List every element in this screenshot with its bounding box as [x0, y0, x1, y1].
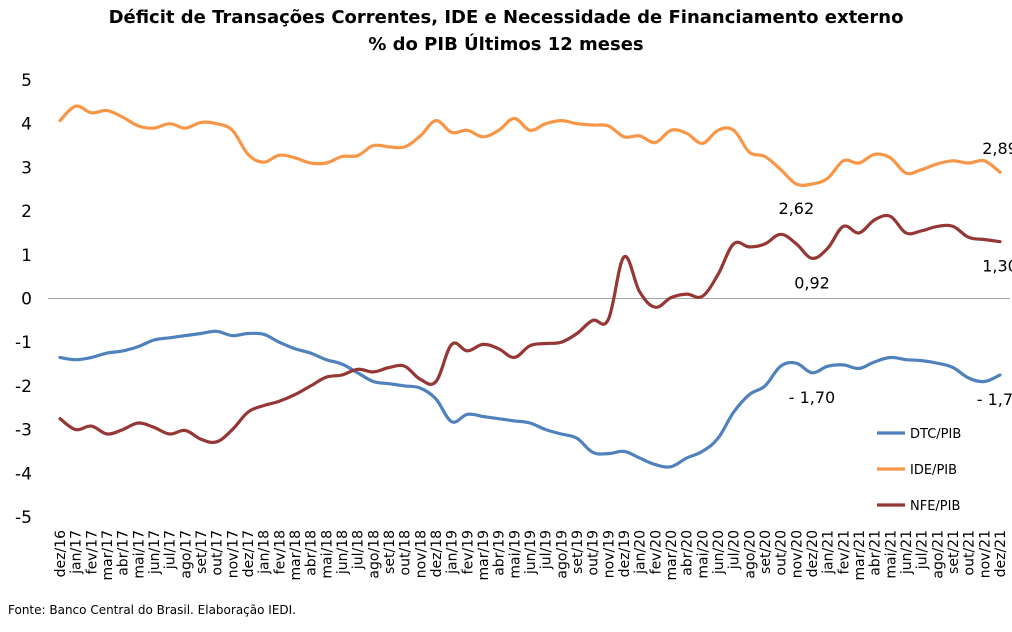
y-tick-label: -5 — [15, 508, 32, 528]
x-tick-label: fev/21 — [836, 530, 852, 574]
y-tick-label: 1 — [21, 246, 32, 266]
y-tick-label: 5 — [21, 71, 32, 91]
x-tick-label: ago/18 — [366, 530, 382, 579]
x-tick-label: abr/18 — [304, 530, 320, 576]
x-tick-label: fev/17 — [84, 530, 100, 574]
x-tick-label: set/18 — [382, 530, 398, 574]
legend-label: DTC/PIB — [910, 427, 961, 442]
x-tick-label: dez/16 — [53, 530, 69, 577]
x-tick-label: abr/20 — [680, 530, 696, 576]
data-label: 2,62 — [779, 199, 815, 218]
x-tick-label: abr/19 — [492, 530, 508, 576]
y-tick-label: -2 — [15, 377, 32, 397]
x-tick-label: nov/17 — [225, 530, 241, 578]
x-tick-label: nov/19 — [601, 530, 617, 578]
x-tick-label: fev/18 — [272, 530, 288, 574]
x-tick-label: mar/19 — [476, 530, 492, 581]
x-tick-label: jun/21 — [899, 530, 915, 575]
data-label: - 1,75 — [977, 390, 1012, 409]
x-tick-label: mai/21 — [883, 530, 899, 579]
x-tick-label: nov/20 — [789, 530, 805, 578]
x-tick-label: dez/18 — [429, 530, 445, 577]
x-tick-label: out/17 — [210, 530, 226, 575]
data-label: - 1,70 — [789, 388, 835, 407]
x-tick-label: ago/17 — [178, 530, 194, 579]
x-tick-label: abr/21 — [868, 530, 884, 576]
x-tick-label: out/19 — [586, 530, 602, 575]
x-tick-label: jul/17 — [163, 530, 179, 570]
x-tick-label: out/21 — [962, 530, 978, 575]
x-tick-label: out/20 — [774, 530, 790, 575]
x-tick-label: ago/19 — [554, 530, 570, 579]
x-tick-label: nov/18 — [413, 530, 429, 578]
x-tick-label: jan/19 — [445, 530, 461, 575]
x-tick-label: jul/20 — [727, 530, 743, 570]
x-tick-label: set/21 — [946, 530, 962, 574]
x-tick-label: dez/21 — [993, 530, 1009, 577]
y-tick-label: -4 — [15, 464, 32, 484]
x-tick-label: mai/17 — [131, 530, 147, 579]
source-note: Fonte: Banco Central do Brasil. Elaboraç… — [8, 603, 296, 617]
x-tick-label: dez/17 — [241, 530, 257, 577]
series-line-dtcpib — [58, 329, 1002, 469]
chart-subtitle: % do PIB Últimos 12 meses — [368, 34, 644, 55]
data-label: 1,30 — [982, 257, 1012, 276]
y-tick-label: 3 — [21, 158, 32, 178]
chart-title: Déficit de Transações Correntes, IDE e N… — [108, 7, 904, 28]
x-tick-label: out/18 — [398, 530, 414, 575]
x-tick-label: mai/19 — [507, 530, 523, 579]
x-tick-label: mar/21 — [852, 530, 868, 581]
x-tick-label: jan/20 — [633, 530, 649, 575]
x-tick-label: fev/19 — [460, 530, 476, 574]
x-tick-label: dez/20 — [805, 530, 821, 577]
x-tick-label: mar/18 — [288, 530, 304, 581]
x-tick-label: set/19 — [570, 530, 586, 574]
data-label: 0,92 — [794, 273, 830, 292]
x-tick-label: jul/21 — [915, 530, 931, 570]
x-tick-label: mai/20 — [695, 530, 711, 579]
data-label: 2,89 — [982, 139, 1012, 158]
x-tick-label: abr/17 — [116, 530, 132, 576]
x-tick-label: jun/19 — [523, 530, 539, 575]
series-line-nfepib — [58, 213, 1002, 445]
x-tick-label: set/20 — [758, 530, 774, 574]
y-tick-label: -3 — [15, 421, 32, 441]
x-tick-label: jan/17 — [69, 530, 85, 575]
x-tick-label: mai/18 — [319, 530, 335, 579]
x-tick-label: jan/21 — [821, 530, 837, 575]
x-tick-label: fev/20 — [648, 530, 664, 574]
x-tick-label: jul/19 — [539, 530, 555, 570]
x-tick-label: ago/20 — [742, 530, 758, 579]
x-tick-label: nov/21 — [977, 530, 993, 578]
legend-label: IDE/PIB — [910, 463, 957, 478]
y-tick-label: 2 — [21, 202, 32, 222]
x-tick-label: jul/18 — [351, 530, 367, 570]
y-tick-label: 0 — [21, 290, 32, 310]
y-tick-label: 4 — [21, 115, 32, 135]
x-tick-label: jun/17 — [147, 530, 163, 575]
x-tick-label: mar/20 — [664, 530, 680, 581]
x-tick-label: jun/20 — [711, 530, 727, 575]
x-tick-label: jan/18 — [257, 530, 273, 575]
x-tick-label: dez/19 — [617, 530, 633, 577]
series-line-idepib — [58, 104, 1002, 188]
x-tick-label: set/17 — [194, 530, 210, 574]
legend-label: NFE/PIB — [910, 499, 960, 514]
x-tick-label: jun/18 — [335, 530, 351, 575]
x-tick-label: ago/21 — [930, 530, 946, 579]
y-tick-label: -1 — [15, 333, 32, 353]
x-tick-label: mar/17 — [100, 530, 116, 581]
